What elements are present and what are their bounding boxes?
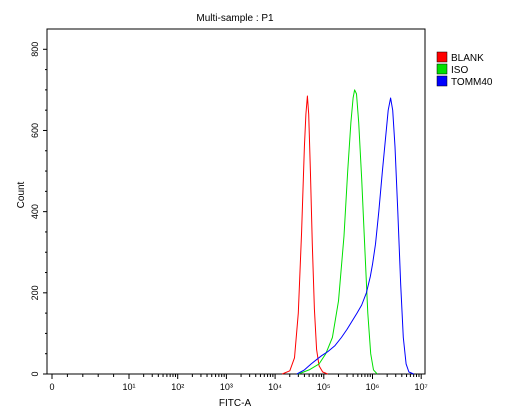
x-tick-label: 10⁴ xyxy=(268,382,282,392)
series-line-tomm40 xyxy=(296,97,414,375)
legend-swatch xyxy=(436,51,448,63)
y-tick-label: 800 xyxy=(30,42,40,57)
y-tick-label: 600 xyxy=(30,123,40,138)
x-tick-label: 0 xyxy=(49,382,54,392)
y-axis: 0 200 400 600 800 xyxy=(30,42,47,377)
legend-swatch xyxy=(436,75,448,87)
y-tick-label: 0 xyxy=(30,371,40,376)
legend-label: BLANK xyxy=(451,53,484,64)
series-line-iso xyxy=(298,89,378,375)
x-axis: 0 10¹ 10² 10³ 10⁴ 10⁵ 10⁶ 10⁷ xyxy=(49,374,428,392)
legend-label: ISO xyxy=(451,65,468,76)
x-tick-label: 10⁵ xyxy=(317,382,331,392)
y-tick-label: 400 xyxy=(30,204,40,219)
chart-title: Multi-sample : P1 xyxy=(196,13,274,24)
x-tick-label: 10⁶ xyxy=(366,382,380,392)
x-tick-label: 10² xyxy=(171,382,184,392)
y-tick-label: 200 xyxy=(30,285,40,300)
x-axis-label: FITC-A xyxy=(219,398,252,408)
y-axis-label: Count xyxy=(16,181,27,208)
x-tick-label: 10¹ xyxy=(122,382,135,392)
x-tick-label: 10³ xyxy=(220,382,233,392)
x-tick-label: 10⁷ xyxy=(415,382,428,392)
series-layer xyxy=(282,89,414,375)
plot-frame xyxy=(46,28,426,375)
series-line-blank xyxy=(282,95,328,375)
legend-label: TOMM40 xyxy=(451,77,493,88)
legend-swatch xyxy=(436,63,448,75)
